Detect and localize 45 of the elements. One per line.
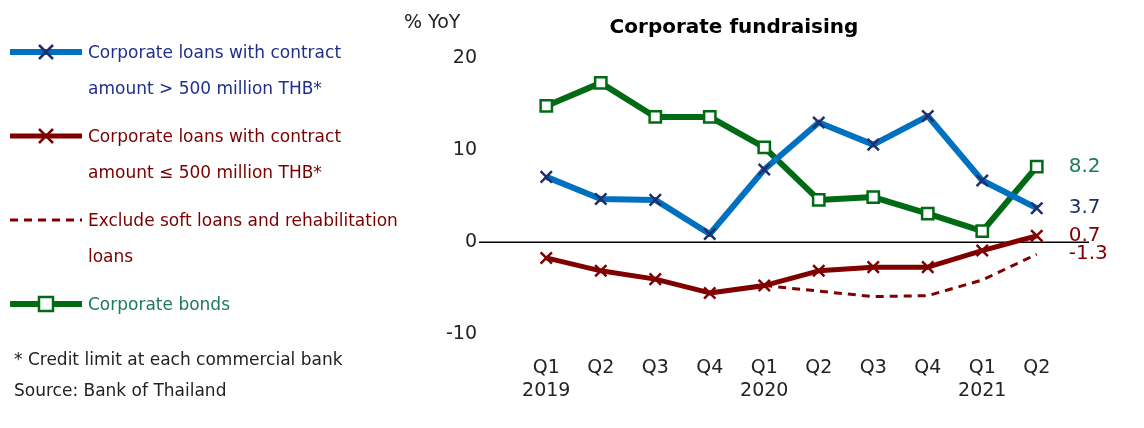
point (593, 263, 608, 278)
point (757, 278, 772, 293)
point (539, 99, 554, 113)
point (648, 272, 663, 287)
point (757, 140, 772, 155)
point (539, 251, 554, 265)
point (702, 110, 717, 124)
y-tick-label: 10 (452, 137, 478, 160)
point (975, 243, 990, 258)
x-tick-label: Q3 (641, 354, 669, 377)
legend-label: Corporate loans with contract amount ≤ 500 million THB* (88, 125, 343, 184)
text: * Credit limit at each commercial bank (14, 348, 343, 371)
y-tick-label: 0 (464, 229, 478, 252)
x-tick-label: Q1 2020 (740, 354, 789, 400)
x-tick-label: Q2 (587, 354, 615, 377)
y-tick-label: -10 (445, 321, 478, 344)
point (920, 206, 935, 221)
legend-label: Corporate bonds (88, 293, 231, 316)
x-tick-label: Q3 (859, 354, 887, 377)
x-tick-label: Q4 (696, 354, 724, 377)
point (702, 286, 717, 300)
point (811, 192, 826, 207)
x-tick-label: Q4 (914, 354, 942, 377)
point (1029, 159, 1044, 174)
point (866, 260, 881, 275)
point (1029, 228, 1044, 243)
chart-title: Corporate fundraising (609, 14, 859, 39)
point (975, 224, 990, 239)
source-note: Source: Bank of Thailand (14, 379, 228, 402)
x-tick-label: Q1 2019 (522, 354, 571, 400)
data-label: -1.3 (1068, 240, 1108, 265)
data-label: 3.7 (1068, 194, 1101, 219)
point (593, 75, 608, 90)
legend-label: Exclude soft loans and rehabilitation loans (88, 209, 398, 268)
point (920, 260, 935, 275)
y-tick-label: 20 (452, 44, 478, 67)
point (866, 190, 881, 205)
legend-label: Corporate loans with contract amount > 500 million THB* (88, 41, 343, 100)
point (648, 110, 663, 124)
x-tick-label: Q2 (1023, 354, 1051, 377)
x-tick-label: Q1 2021 (958, 354, 1007, 400)
data-label: 8.2 (1068, 152, 1101, 177)
point (811, 263, 826, 278)
y-axis-title: % YoY (404, 10, 461, 32)
x-tick-label: Q2 (805, 354, 833, 377)
